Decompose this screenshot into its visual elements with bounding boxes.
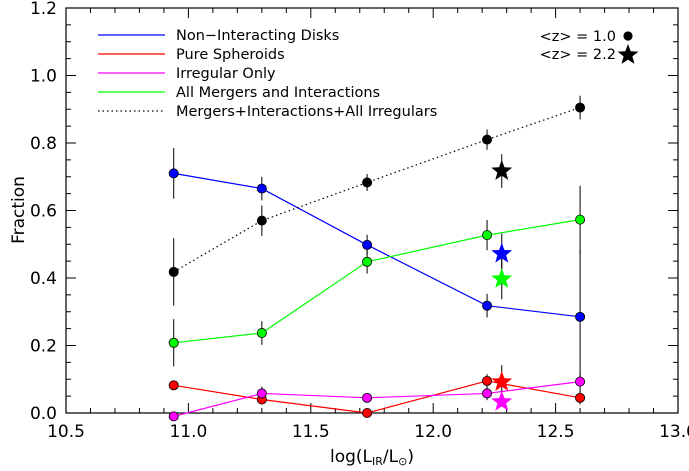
x-tick-label: 11.0 (169, 422, 207, 442)
x-tick-label: 12.5 (537, 422, 575, 442)
data-point (482, 375, 493, 386)
y-tick-label: 1.0 (30, 67, 57, 87)
data-point (362, 239, 373, 250)
x-axis-label-sub: IR (372, 455, 383, 468)
legend-label: Irregular Only (176, 66, 276, 82)
data-point (168, 380, 179, 391)
y-tick-label: 0.2 (30, 337, 57, 357)
error-bars (173, 95, 581, 417)
z22-stars (491, 154, 513, 411)
x-axis-label: log(LIR/L⊙) (330, 447, 414, 468)
legend-label: All Mergers and Interactions (176, 85, 380, 101)
data-point (256, 328, 267, 339)
circle-marker-icon (623, 31, 633, 41)
star-marker-icon (617, 44, 639, 64)
y-tick-label: 1.2 (30, 0, 57, 19)
legend-label: Mergers+Interactions+All Irregulars (176, 104, 437, 120)
data-point (256, 183, 267, 194)
star-marker (491, 242, 513, 263)
series-line (173, 106, 581, 273)
legend-label: Pure Spheroids (176, 47, 285, 63)
axis-ticks (65, 7, 679, 414)
legend: Non−Interacting Disks Pure Spheroids Irreg… (98, 28, 437, 120)
x-tick-label: 12.0 (414, 422, 452, 442)
data-point (482, 230, 493, 241)
data-point (362, 392, 373, 403)
y-axis-label: Fraction (9, 176, 29, 244)
series-line (173, 219, 581, 344)
data-point (168, 266, 179, 277)
data-point (168, 411, 179, 422)
data-point (168, 168, 179, 179)
data-point (575, 392, 586, 403)
y-tick-label: 0.4 (30, 269, 57, 289)
plot-frame (65, 7, 679, 414)
x-tick-label: 13.0 (659, 422, 689, 442)
tick-labels: 10.5 11.0 11.5 12.0 12.5 13.0 0.0 0.2 0.4 0.6 0.8 1… (30, 0, 689, 442)
star-marker (491, 160, 513, 180)
legend-label: Non−Interacting Disks (176, 28, 339, 44)
redshift-legend: <z> = 1.0 <z> = 2.2 (540, 29, 639, 64)
star-marker (491, 370, 513, 391)
x-axis-label-main: log(L (330, 447, 373, 467)
data-point (256, 215, 267, 226)
data-point (168, 337, 179, 348)
x-axis-label-end: ) (407, 447, 414, 467)
data-point (482, 134, 493, 145)
data-point (362, 407, 373, 418)
series-line (173, 172, 581, 318)
x-tick-label: 11.5 (292, 422, 330, 442)
y-tick-label: 0.0 (30, 404, 57, 424)
x-tick-label: 10.5 (47, 422, 85, 442)
data-point (362, 177, 373, 188)
data-point (256, 388, 267, 399)
x-axis-label-mid: /L (383, 447, 399, 467)
data-point (362, 256, 373, 267)
data-point (575, 311, 586, 322)
y-tick-label: 0.8 (30, 134, 57, 154)
star-marker (491, 268, 513, 288)
data-point (575, 376, 586, 387)
redshift-legend-label: <z> = 2.2 (540, 47, 616, 63)
data-point (575, 102, 586, 113)
data-point (482, 388, 493, 399)
y-tick-label: 0.6 (30, 202, 57, 222)
x-axis-label-sun: ⊙ (398, 455, 407, 468)
redshift-legend-label: <z> = 1.0 (540, 29, 616, 45)
data-point (575, 214, 586, 225)
data-points (168, 102, 586, 422)
star-marker (491, 390, 513, 411)
data-point (482, 300, 493, 311)
series-lines (173, 106, 581, 417)
